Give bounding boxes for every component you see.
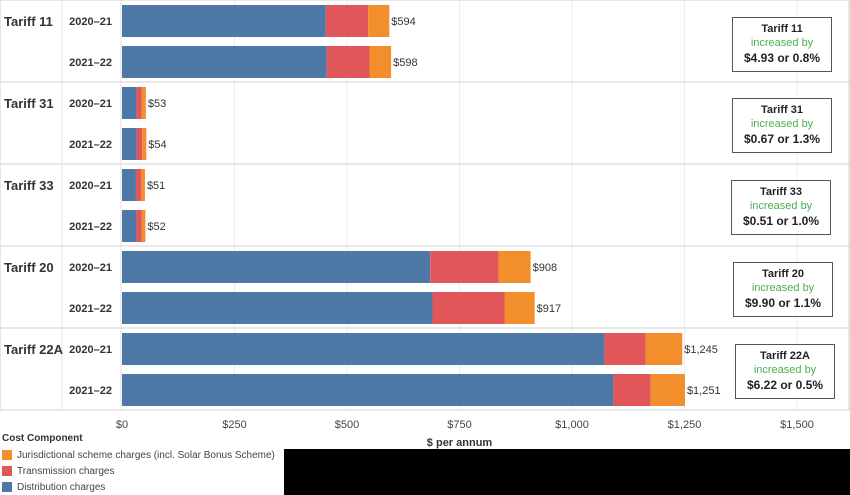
bar-segment-jurisdictional [368,5,390,37]
bar-year-label: 2021–22 [69,385,112,397]
bar-segment-distribution [122,251,431,283]
bar-total-label: $53 [148,98,166,110]
callout-tariff-22a: Tariff 22A increased by $6.22 or 0.5% [735,344,835,399]
legend-item-transmission[interactable]: Transmission charges [2,463,284,479]
group-label: Tariff 33 [4,178,54,193]
bar-segment-jurisdictional [142,128,147,160]
callout-title: Tariff 22A [760,350,810,362]
legend-item-distribution[interactable]: Distribution charges [2,479,284,495]
legend-title: Cost Component [2,433,83,444]
bar-year-label: 2021–22 [69,303,112,315]
callout-text: increased by [750,118,814,130]
callout-value: $0.67 or 1.3% [743,132,821,146]
callout-text: increased by [749,200,813,212]
bar-year-label: 2021–22 [69,221,112,233]
bar-segment-transmission [325,5,369,37]
callout-text: increased by [751,282,815,294]
bar-year-label: 2020–21 [69,344,112,356]
bar-segment-distribution [122,374,614,406]
bar-segment-transmission [326,46,370,78]
x-tick-label: $250 [222,419,246,431]
callout-tariff-11: Tariff 11 increased by $4.93 or 0.8% [732,17,832,72]
callout-value: $4.93 or 0.8% [743,51,821,65]
callout-tariff-31: Tariff 31 increased by $0.67 or 1.3% [732,98,832,153]
bar-segment-transmission [613,374,651,406]
bar-segment-jurisdictional [141,210,146,242]
legend-label-distribution: Distribution charges [17,481,106,493]
bar-segment-transmission [430,251,499,283]
callout-tariff-20: Tariff 20 increased by $9.90 or 1.1% [733,262,833,317]
bar-segment-jurisdictional [141,87,146,119]
bar-segment-jurisdictional [498,251,531,283]
bar-segment-transmission [136,87,142,119]
bar-segment-distribution [122,5,326,37]
callout-tariff-33: Tariff 33 increased by $0.51 or 1.0% [731,180,831,235]
bar-total-label: $908 [533,262,557,274]
bar-segment-jurisdictional [504,292,535,324]
bar-year-label: 2020–21 [69,16,112,28]
bar-year-label: 2020–21 [69,180,112,192]
group-label: Tariff 31 [4,96,54,111]
callout-value: $6.22 or 0.5% [746,378,824,392]
bar-segment-distribution [122,87,137,119]
bar-segment-transmission [432,292,505,324]
bar-segment-transmission [136,128,143,160]
legend-label-jurisdictional: Jurisdictional scheme charges (incl. Sol… [17,449,275,461]
callout-text: increased by [750,37,814,49]
bar-total-label: $598 [393,57,417,69]
callout-title: Tariff 20 [762,268,804,280]
legend-label-transmission: Transmission charges [17,465,115,477]
bar-year-label: 2020–21 [69,98,112,110]
bar-segment-distribution [122,292,433,324]
bar-segment-transmission [604,333,646,365]
bar-segment-distribution [122,210,137,242]
x-tick-label: $1,000 [555,419,589,431]
bar-total-label: $54 [148,139,166,151]
x-axis-title: $ per annum [427,437,493,449]
bar-segment-transmission [136,210,142,242]
legend: Cost Component Jurisdictional scheme cha… [2,433,284,495]
bar-segment-jurisdictional [650,374,685,406]
bar-year-label: 2021–22 [69,57,112,69]
bar-segment-transmission [135,169,142,201]
bar-year-label: 2021–22 [69,139,112,151]
group-label: Tariff 22A [4,342,64,357]
callout-title: Tariff 11 [761,23,803,35]
x-tick-label: $1,250 [668,419,702,431]
bar-segment-jurisdictional [141,169,145,201]
bar-total-label: $51 [147,180,165,192]
callout-value: $9.90 or 1.1% [744,296,822,310]
legend-swatch-transmission [2,466,12,476]
bar-segment-jurisdictional [645,333,683,365]
bar-total-label: $917 [537,303,561,315]
x-tick-label: $750 [447,419,471,431]
x-tick-label: $0 [116,419,128,431]
callout-text: increased by [753,364,817,376]
bar-total-label: $52 [147,221,165,233]
callout-value: $0.51 or 1.0% [742,214,820,228]
legend-swatch-distribution [2,482,12,492]
bar-segment-distribution [122,128,137,160]
callout-title: Tariff 31 [761,104,803,116]
x-tick-label: $500 [335,419,359,431]
group-label: Tariff 20 [4,260,54,275]
x-tick-label: $1,500 [780,419,814,431]
legend-swatch-jurisdictional [2,450,12,460]
callout-title: Tariff 33 [760,186,802,198]
legend-item-jurisdictional[interactable]: Jurisdictional scheme charges (incl. Sol… [2,447,284,463]
bar-total-label: $594 [391,16,415,28]
group-label: Tariff 11 [4,14,53,29]
bar-total-label: $1,245 [684,344,718,356]
redacted-area [284,449,850,495]
bar-segment-jurisdictional [369,46,392,78]
bar-segment-distribution [122,46,327,78]
bar-year-label: 2020–21 [69,262,112,274]
bar-segment-distribution [122,333,605,365]
bar-segment-distribution [122,169,136,201]
bar-total-label: $1,251 [687,385,721,397]
